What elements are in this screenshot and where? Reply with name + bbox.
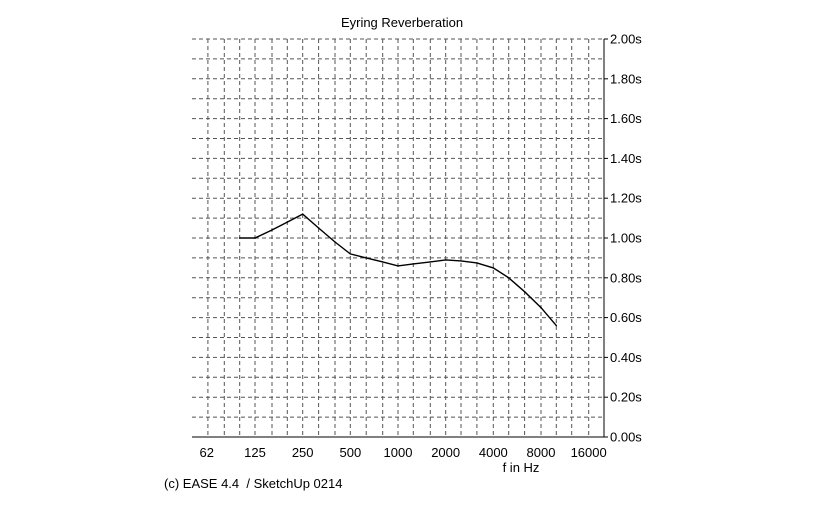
data-point (317, 227, 320, 229)
data-point (334, 241, 336, 243)
y-tick-label: 0.60s (610, 310, 642, 325)
data-point (254, 237, 256, 239)
data-point (365, 257, 367, 259)
x-tick-label: 250 (292, 445, 314, 460)
y-tick-label: 0.20s (610, 390, 642, 405)
x-axis-ticks: 62 125 250 500 1000 2000 4000 8000 16000 (200, 445, 607, 460)
data-point (412, 263, 414, 265)
chart-title: Eyring Reverberation (341, 15, 463, 30)
x-tick-label: 4000 (479, 445, 508, 460)
data-point (508, 277, 510, 279)
data-point (476, 262, 478, 264)
series-layer (239, 213, 557, 327)
y-tick-label: 1.00s (610, 231, 642, 246)
data-point (239, 237, 241, 239)
chart-grid (192, 38, 604, 438)
data-point (429, 261, 431, 263)
x-tick-label: 8000 (527, 445, 556, 460)
y-tick-label: 0.80s (610, 270, 642, 285)
data-point (349, 253, 351, 255)
y-tick-label: 1.40s (610, 151, 642, 166)
data-point (445, 259, 447, 261)
data-point (382, 261, 384, 263)
data-point (397, 265, 399, 267)
data-point (286, 221, 288, 223)
y-tick-label: 2.00s (610, 32, 642, 47)
x-tick-label: 1000 (384, 445, 413, 460)
y-tick-label: 0.00s (610, 430, 642, 445)
data-point (555, 324, 557, 327)
footer-credit: (c) EASE 4.4 / SketchUp 0214 (164, 476, 343, 491)
data-point (302, 213, 304, 215)
y-tick-label: 0.40s (610, 350, 642, 365)
data-point (492, 267, 494, 269)
x-tick-label: 125 (244, 445, 266, 460)
data-point (523, 291, 526, 293)
y-tick-label: 1.20s (610, 191, 642, 206)
x-tick-label: 16000 (571, 445, 607, 460)
x-tick-label: 62 (200, 445, 214, 460)
y-axis-ticks: 2.00s 1.80s 1.60s 1.40s 1.20s 1.00s 0.80s 0.60s… (604, 32, 642, 445)
x-tick-label: 2000 (431, 445, 460, 460)
y-tick-label: 1.80s (610, 71, 642, 86)
data-point (460, 260, 462, 262)
data-point (540, 306, 542, 309)
y-tick-label: 1.60s (610, 111, 642, 126)
x-tick-label: 500 (339, 445, 361, 460)
data-point (271, 229, 273, 231)
x-axis-label: f in Hz (503, 460, 540, 475)
